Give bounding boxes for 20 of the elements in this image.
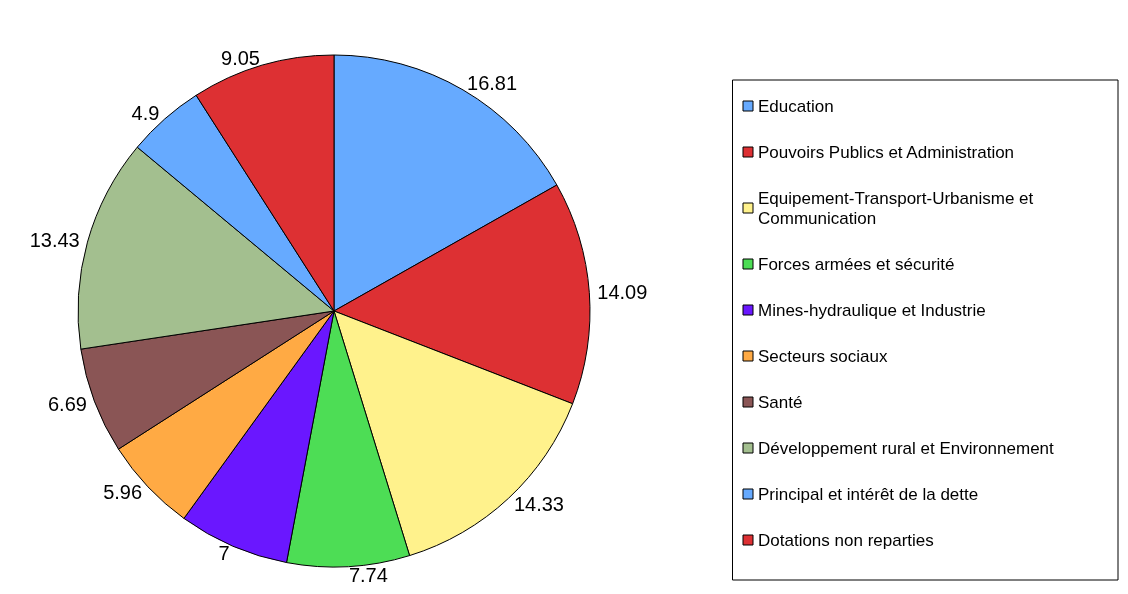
legend-label: Santé xyxy=(758,392,803,412)
legend-label: Mines-hydraulique et Industrie xyxy=(758,300,986,320)
data-label: 4.9 xyxy=(131,101,160,124)
legend-label: Développement rural et Environnement xyxy=(758,438,1055,458)
data-label: 14.33 xyxy=(513,493,564,516)
data-label: 7.74 xyxy=(348,563,388,586)
legend-label: Pouvoirs Publics et Administration xyxy=(758,142,1015,162)
legend-label: Secteurs sociaux xyxy=(758,346,888,366)
data-label: 13.43 xyxy=(29,228,80,251)
data-label: 6.69 xyxy=(47,392,87,415)
legend-label: Education xyxy=(758,96,834,116)
legend-label: Principal et intérêt de la dette xyxy=(758,484,979,504)
data-label: 9.05 xyxy=(221,46,260,69)
data-label: 5.96 xyxy=(103,481,143,504)
legend-label: Forces armées et sécurité xyxy=(758,254,955,274)
data-label: 7 xyxy=(218,542,230,565)
legend-label: Dotations non reparties xyxy=(758,530,934,550)
data-label: 16.81 xyxy=(467,71,518,94)
legend-label: Equipement-Transport-Urbanisme et Communication xyxy=(758,188,1038,228)
data-label: 14.09 xyxy=(597,281,648,304)
